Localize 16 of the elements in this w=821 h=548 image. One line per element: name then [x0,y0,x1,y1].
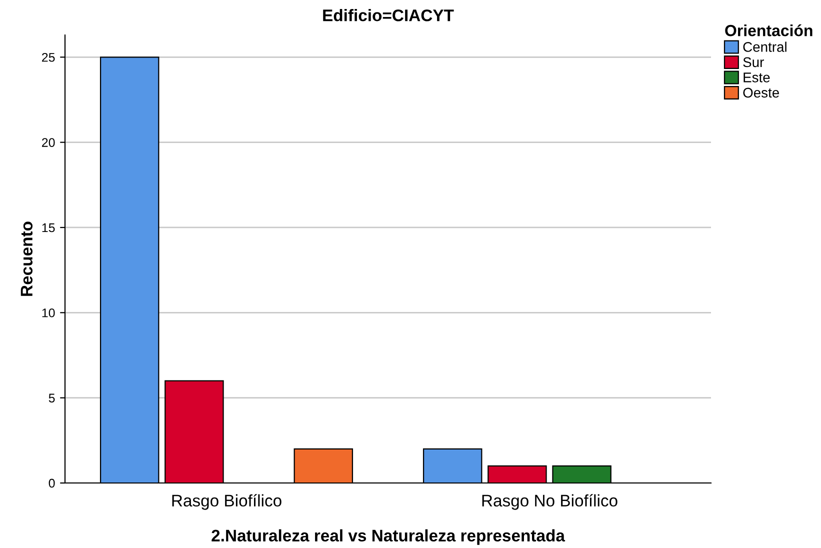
y-axis-title: Recuento [20,222,33,296]
legend-title: Orientación [725,24,812,36]
x-axis-title: 2.Naturaleza real vs Naturaleza representada [212,529,566,545]
y-tick-label: 10 [42,308,55,318]
x-tick-label: Rasgo Biofílico [172,494,282,510]
y-tick-label: 15 [42,223,55,232]
y-tick-label: 0 [48,478,55,488]
y-tick-label: 5 [48,394,55,402]
y-tick-label: 20 [42,138,55,147]
legend-label: Central [743,42,786,52]
x-tick-label: Rasgo No Biofílico [482,494,618,510]
legend-label: Oeste [743,88,779,98]
legend-label: Sur [743,57,764,68]
y-tick-label: 25 [42,52,55,62]
chart-title: Edificio=CIACYT [323,9,454,22]
legend-label: Este [744,72,770,82]
